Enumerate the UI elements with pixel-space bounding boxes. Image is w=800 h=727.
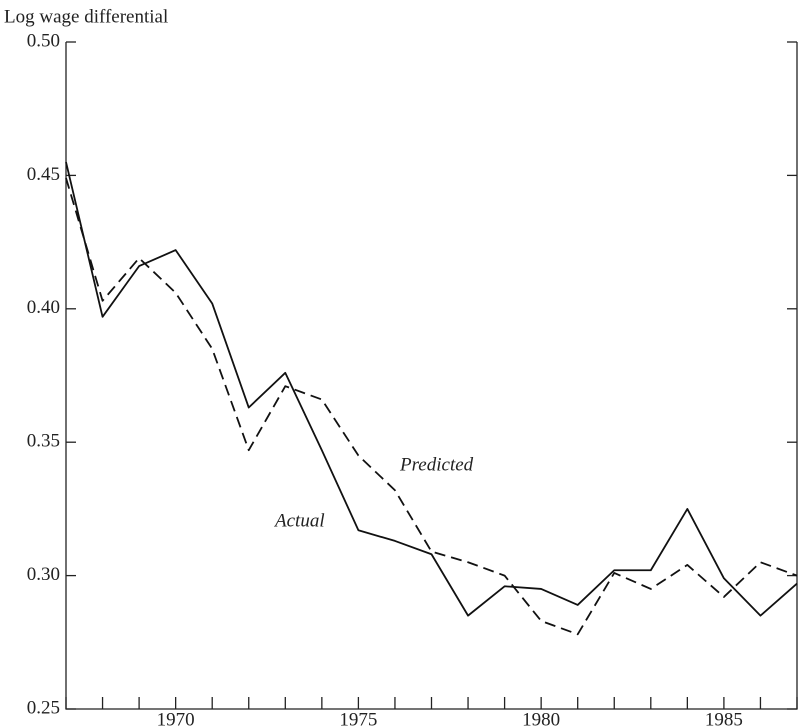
x-tick-label: 1970 <box>157 709 195 727</box>
x-tick-label: 1975 <box>339 709 377 727</box>
x-tick-label: 1985 <box>705 709 743 727</box>
y-tick-label: 0.35 <box>27 431 60 452</box>
y-tick-label: 0.30 <box>27 564 60 585</box>
series-label: Actual <box>273 510 325 531</box>
x-tick-label: 1980 <box>522 709 560 727</box>
series-label: Predicted <box>399 454 474 475</box>
y-tick-label: 0.40 <box>27 297 60 318</box>
y-axis-label: Log wage differential <box>4 6 168 27</box>
y-tick-label: 0.50 <box>27 30 60 51</box>
y-tick-label: 0.45 <box>27 164 60 185</box>
series-line <box>65 161 798 617</box>
y-tick-label: 0.25 <box>27 697 60 718</box>
axes <box>65 42 798 710</box>
series-line <box>65 177 798 636</box>
